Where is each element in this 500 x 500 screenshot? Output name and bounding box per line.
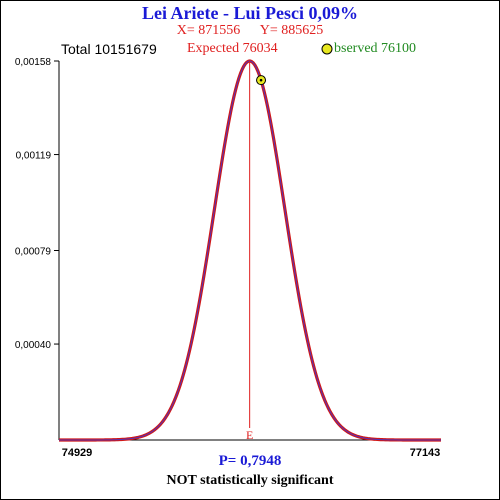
observed-point-center [259,78,263,82]
xy-values: X= 871556 Y= 885625 [1,23,499,39]
significance-verdict: NOT statistically significant [166,473,334,488]
total-label: Total 10151679 [61,41,157,57]
y-value-label: Y= 885625 [259,23,324,38]
x-value-label: X= 871556 [176,23,241,38]
chart-title: Lei Ariete - Lui Pesci 0,09% [142,3,358,23]
expected-label: Expected 76034 [187,41,278,56]
y-tick-label: 0,00119 [16,151,52,162]
y-tick-label: 0,00079 [15,247,52,258]
x-tick-label: 74929 [62,447,93,459]
p-value-label: P= 0,7948 [218,453,282,469]
observed-legend-marker [321,43,333,55]
y-tick-label: 0,00040 [15,340,52,351]
expected-marker-label: E [246,428,253,442]
y-tick-label: 0,00158 [15,57,52,68]
x-tick-label: 77143 [410,447,441,459]
observed-label: bserved 76100 [334,41,417,56]
